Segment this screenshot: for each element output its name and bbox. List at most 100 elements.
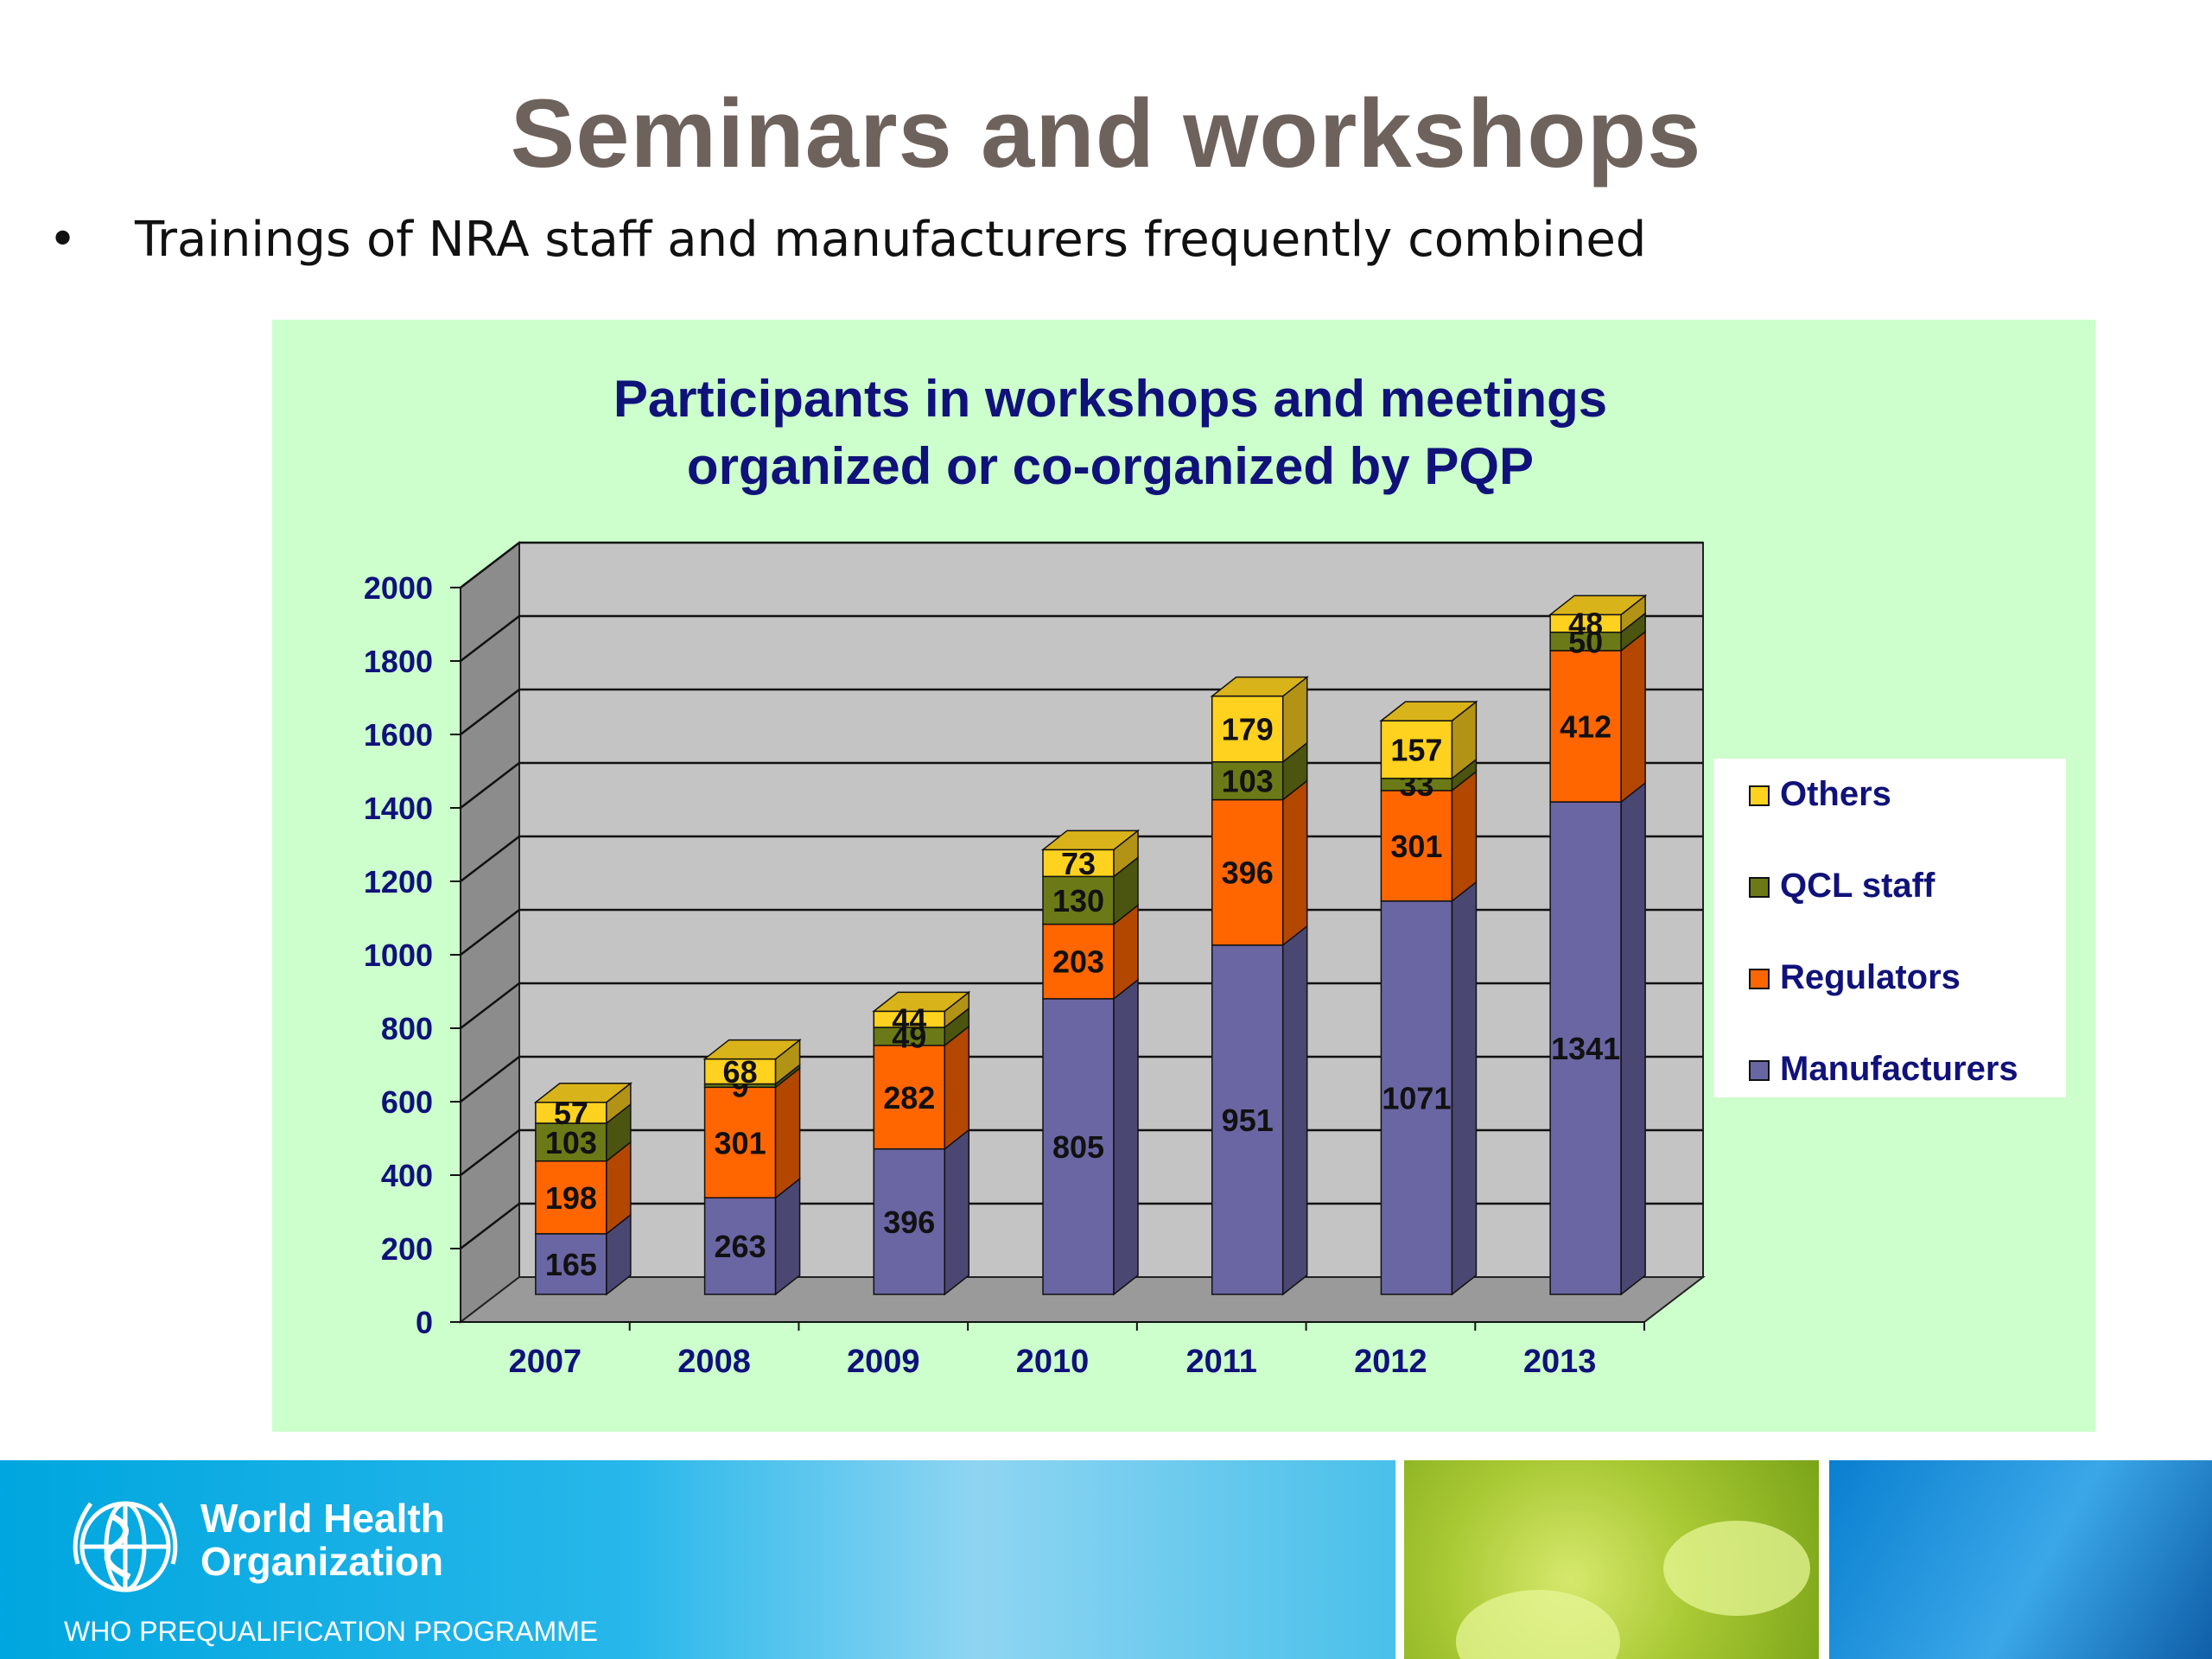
gridline (460, 541, 1703, 588)
bar-segment (873, 1045, 946, 1150)
bar-segment-side (1281, 925, 1308, 1296)
bar-top (1210, 676, 1309, 697)
pill-shape (1663, 1521, 1810, 1616)
chart-title-line: Participants in workshops and meetings (613, 370, 1607, 428)
legend-swatch (1749, 877, 1770, 898)
bar-segment (535, 1160, 607, 1235)
legend-label: QCL staff (1780, 867, 1936, 905)
bar-segment (703, 1197, 777, 1295)
bullet-dot: • (48, 212, 78, 268)
y-tick-label: 1000 (364, 938, 433, 973)
legend-swatch (1749, 785, 1770, 806)
bar-segment-side (1620, 630, 1646, 804)
data-label: 263 (715, 1229, 766, 1264)
y-tick-label: 0 (416, 1305, 433, 1340)
programme-name: WHO PREQUALIFICATION PROGRAMME (64, 1616, 599, 1647)
y-tick-label: 1800 (364, 644, 433, 679)
bullet-item: • Trainings of NRA staff and manufacturer… (48, 212, 1646, 268)
data-label: 412 (1560, 709, 1611, 745)
bar-top (533, 1082, 633, 1103)
bar-top (1379, 701, 1478, 721)
gridline (460, 1055, 1703, 1103)
bar-segment-side (1620, 781, 1646, 1296)
data-label: 103 (1222, 764, 1274, 799)
data-label: 1071 (1382, 1080, 1451, 1116)
who-name-line1: World Health (200, 1496, 445, 1541)
gridline (460, 614, 1703, 662)
gridline (460, 908, 1703, 956)
y-tick-label: 800 (381, 1011, 433, 1046)
footer-band-pills (1404, 1460, 1819, 1659)
who-name: World Health Organization (200, 1497, 445, 1583)
chart-panel: Participants in workshops and meetings or… (272, 320, 2095, 1432)
gridline (460, 688, 1703, 735)
data-label: 396 (883, 1205, 935, 1240)
who-name-line2: Organization (200, 1539, 444, 1584)
x-tick-label: 2011 (1185, 1344, 1256, 1380)
gridline (460, 982, 1703, 1029)
bar-segment-side (1113, 978, 1139, 1296)
who-emblem-icon (73, 1501, 178, 1592)
data-label: 130 (1052, 883, 1104, 918)
data-label: 57 (554, 1096, 588, 1131)
data-label: 48 (1568, 607, 1603, 642)
legend-box (1713, 759, 2066, 1097)
x-tick-label: 2010 (1016, 1344, 1090, 1380)
bar-stack-2011: 951 396 103 179 (1210, 676, 1309, 1296)
legend-label: Manufacturers (1780, 1050, 2018, 1088)
bar-segment (1211, 798, 1284, 946)
data-label: 805 (1052, 1129, 1104, 1165)
bar-top (1548, 594, 1648, 616)
data-label: 1341 (1551, 1031, 1620, 1066)
data-label: 396 (1222, 855, 1274, 891)
bar-segment (535, 1101, 607, 1124)
data-label: 301 (715, 1125, 766, 1160)
x-tick-label: 2013 (1523, 1344, 1597, 1380)
data-label: 68 (723, 1054, 758, 1090)
bar-segment (703, 1086, 777, 1198)
bar-segment (1549, 801, 1622, 1295)
data-label: 301 (1390, 829, 1442, 864)
legend-label: Others (1780, 775, 1891, 813)
footer-band-syringe (0, 1460, 1395, 1659)
bar-top (702, 1039, 802, 1060)
footer-band-lab (1829, 1460, 2212, 1659)
data-label: 203 (1052, 944, 1104, 980)
bar-segment (1211, 695, 1284, 763)
pill-shape (1456, 1590, 1620, 1659)
y-tick-label: 1200 (364, 864, 433, 899)
data-label: 282 (883, 1080, 935, 1116)
data-label: 73 (1061, 846, 1096, 881)
gridline (460, 835, 1703, 882)
x-tick-label: 2009 (847, 1344, 920, 1380)
x-tick-label: 2012 (1354, 1344, 1427, 1380)
bullet-text: Trainings of NRA staff and manufacturers… (135, 212, 1647, 268)
data-label: 103 (545, 1125, 597, 1160)
legend: Others QCL staff Regulators Manufacturers (1713, 759, 2066, 1097)
bar-top (872, 991, 971, 1013)
bar-segment-side (774, 1177, 801, 1296)
bar-segment-side (1281, 779, 1308, 947)
gridline (460, 1202, 1703, 1249)
bar-segment-side (774, 1066, 801, 1199)
bar-segment-side (944, 1025, 970, 1151)
gridline (460, 761, 1703, 809)
legend-label: Regulators (1780, 958, 1961, 996)
y-tick-label: 1400 (364, 791, 433, 826)
legend-swatch (1749, 1060, 1770, 1081)
gridline (460, 1128, 1703, 1176)
bar-segment-side (1451, 770, 1478, 903)
bar-top (1040, 830, 1141, 851)
data-label: 44 (892, 1002, 926, 1038)
bar-segment (1211, 761, 1284, 801)
y-tick-label: 2000 (364, 570, 433, 606)
footer-banner: World Health Organization WHO PREQUALIFI… (0, 1460, 2212, 1659)
slide-title: Seminars and workshops (510, 79, 1702, 188)
data-label: 179 (1222, 712, 1274, 747)
data-label: 198 (545, 1180, 597, 1216)
